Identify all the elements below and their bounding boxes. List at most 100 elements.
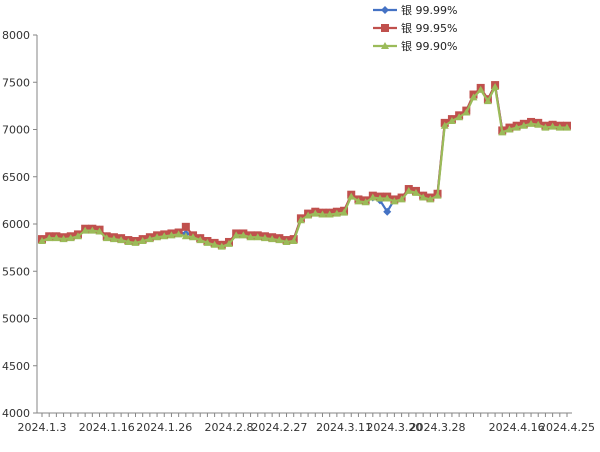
data-point [354,197,363,205]
data-point [491,82,500,90]
data-point [124,237,133,245]
legend-label: 银 99.95% [401,21,457,35]
y-tick-label: 8000 [2,29,30,42]
legend-label: 银 99.90% [401,39,457,53]
data-point [153,233,162,241]
data-point [548,122,557,130]
data-point [555,123,564,131]
x-tick-label: 2024.2.8 [204,421,253,434]
data-point [411,188,420,196]
data-point [203,238,212,246]
data-point [527,119,536,127]
data-point [145,235,154,243]
y-tick-label: 5500 [2,265,30,278]
data-point [325,210,334,218]
data-point [361,198,370,206]
data-point [390,197,399,205]
data-point [131,238,140,246]
series-3 [38,82,571,250]
x-tick-label: 2024.3.20 [366,421,422,434]
data-point [498,128,507,136]
data-point [419,193,428,201]
data-point [397,195,406,203]
data-point [289,237,298,245]
data-point [81,226,90,234]
data-point [268,235,277,243]
data-point [311,209,320,217]
data-point [318,210,327,218]
data-point [181,232,190,240]
y-tick-label: 5000 [2,313,30,326]
data-point [347,192,356,200]
legend-item: 银 99.90% [373,39,457,53]
data-point [376,194,385,202]
data-point [260,234,269,242]
x-axis-ticks: 2024.1.3 2024.1.16 2024.1.26 2024.2.82024.2… [18,413,595,434]
series-1 [38,81,571,249]
legend-label: 银 99.99% [401,3,457,17]
x-tick-label: 2024.4.25 [539,421,595,434]
data-point [88,226,97,234]
data-point [174,230,183,238]
data-point [217,242,226,250]
legend-marker [381,24,389,32]
data-point [246,233,255,241]
data-point [95,227,104,235]
data-point [541,123,550,131]
y-tick-label: 6000 [2,218,30,231]
data-point [433,191,442,199]
data-point [332,209,341,217]
data-point [160,232,169,240]
data-point [59,235,68,243]
data-point [167,231,176,239]
data-point [505,125,514,133]
y-tick-label: 4000 [2,407,30,420]
x-tick-label: 2024.1.3 [18,421,67,434]
data-point [304,211,313,219]
y-tick-label: 6500 [2,171,30,184]
y-tick-label: 7500 [2,76,30,89]
data-point [66,234,75,242]
y-tick-label: 4500 [2,360,30,373]
data-point [210,240,219,248]
data-point [519,121,528,129]
data-point [102,234,111,242]
y-tick-label: 7000 [2,124,30,137]
data-point [138,237,147,245]
data-point [426,195,435,203]
data-point [340,208,349,216]
data-point [117,236,126,244]
data-point [73,232,82,240]
data-point [455,113,464,121]
data-point [239,231,248,239]
legend-marker [381,42,389,49]
x-tick-label: 2024.2.27 [251,421,307,434]
data-point [534,120,543,128]
data-point [45,234,54,242]
data-point [469,93,478,101]
y-axis-ticks: 4000 4500 5000 5500 6000 6500 7000 7500 8000 [2,29,37,420]
x-tick-label: 2024.4.16 [489,421,545,434]
data-point [447,116,456,124]
data-point [440,121,449,129]
data-point [404,186,413,194]
legend-item: 银 99.95% [373,21,457,35]
data-point [383,194,392,202]
data-point [109,235,118,243]
data-point [383,207,392,216]
legend-marker [381,6,389,14]
data-point [476,85,485,93]
data-point [512,123,521,131]
data-point [462,108,471,116]
x-tick-label: 2024.1.16 [79,421,135,434]
data-point [563,123,571,131]
data-point [181,222,190,231]
data-point [296,216,305,224]
data-point [253,233,262,241]
data-point [232,231,241,239]
x-tick-label: 2024.3.11 [316,421,372,434]
data-point [189,233,198,241]
x-tick-label: 2024.3.28 [410,421,466,434]
legend-item: 银 99.99% [373,3,457,17]
